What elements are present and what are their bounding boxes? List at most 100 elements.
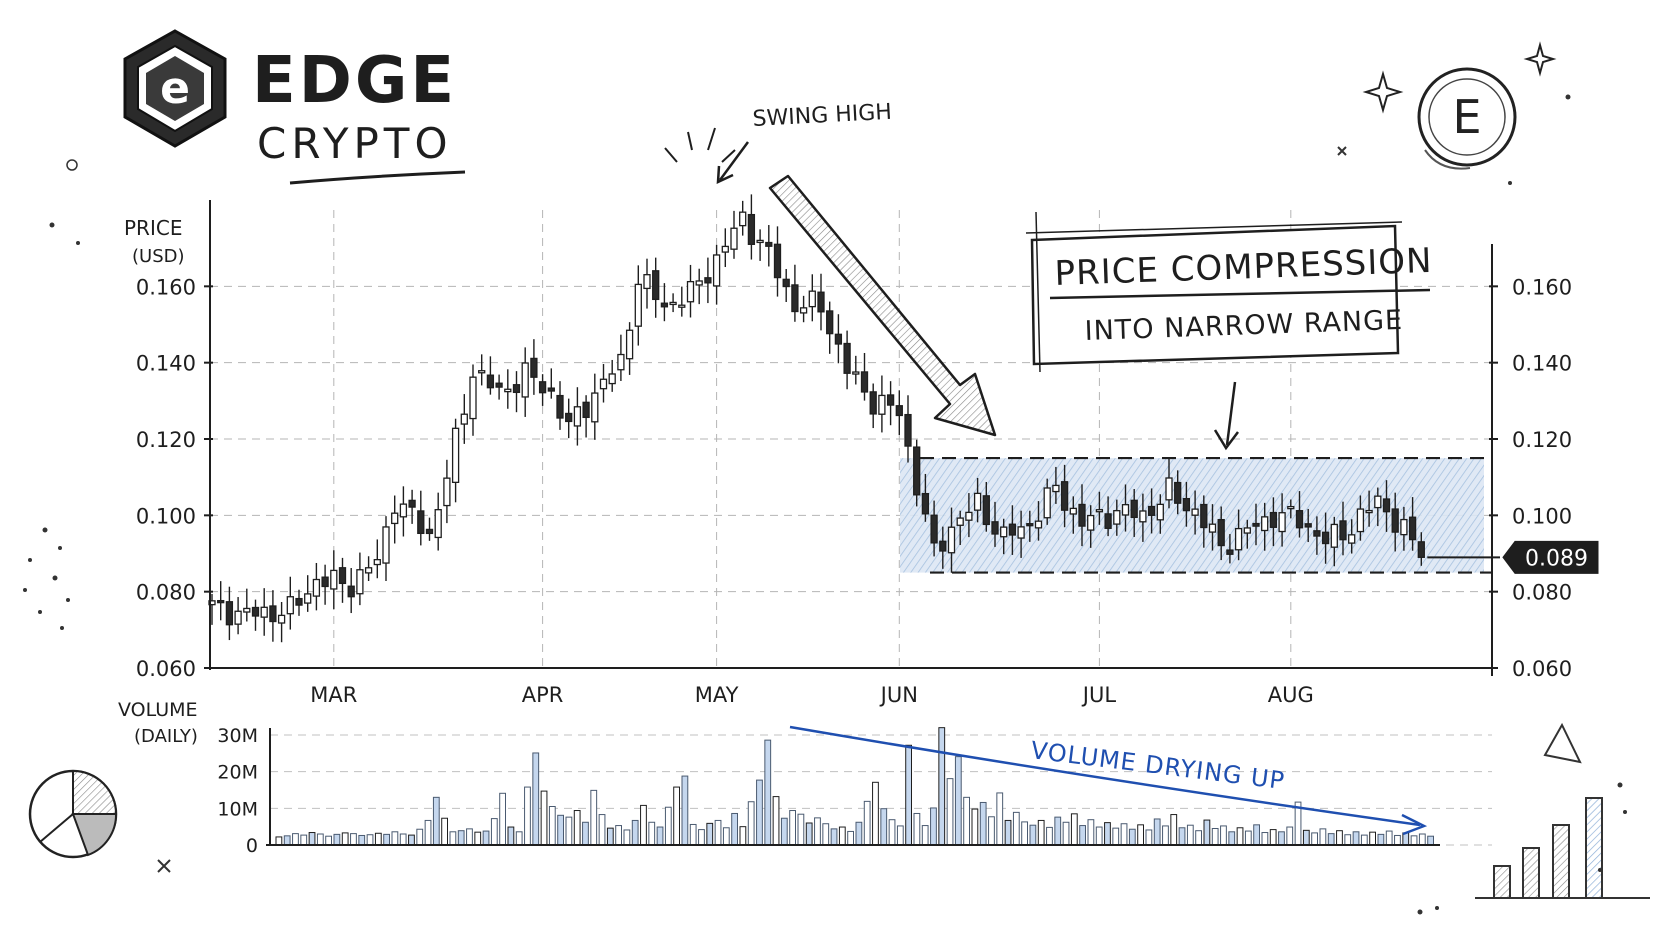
price-y-tick-right: 0.120 (1512, 428, 1572, 452)
triangle-doodle-icon (1543, 722, 1582, 764)
volume-bar (847, 830, 855, 846)
volume-bar (582, 821, 589, 846)
volume-bar (565, 816, 573, 846)
candle (826, 301, 834, 354)
candle (425, 517, 434, 541)
price-y-tick: 0.100 (136, 504, 196, 528)
volume-bar (631, 819, 639, 846)
volume-bar (1170, 814, 1178, 846)
volume-bar (1327, 833, 1335, 846)
candle (1156, 494, 1164, 534)
candle (251, 599, 260, 631)
volume-bar (640, 804, 647, 846)
candle (582, 395, 590, 438)
month-tick: APR (522, 683, 564, 707)
volume-bar (1178, 827, 1186, 846)
volume-bar (424, 819, 432, 846)
candle (982, 482, 990, 532)
candle (347, 567, 355, 614)
volume-bar (872, 781, 879, 846)
candle (756, 229, 764, 261)
volume-bar (557, 814, 565, 846)
candle (1295, 491, 1304, 538)
candle (652, 257, 660, 318)
candle (408, 489, 416, 524)
volume-bar (1004, 819, 1012, 846)
volume-bar (946, 778, 954, 846)
candle (1382, 480, 1391, 532)
candle (591, 373, 599, 440)
volume-bar (880, 808, 888, 846)
volume-bar (391, 831, 399, 846)
candle (364, 556, 373, 582)
candle (451, 418, 460, 503)
volume-bar (1211, 828, 1219, 846)
bar-chart-doodle-icon (1475, 797, 1650, 899)
volume-bar (532, 752, 540, 846)
candle (1147, 488, 1156, 534)
volume-bar (524, 786, 531, 846)
candle (930, 500, 938, 557)
candle (1348, 519, 1356, 554)
volume-bar (275, 836, 283, 846)
volume-bar (1054, 816, 1062, 846)
volume-bar (1253, 824, 1260, 846)
volume-bar (1269, 829, 1277, 846)
volume-bar (1162, 825, 1169, 846)
candle (1365, 490, 1373, 527)
candle (686, 264, 695, 318)
candle (373, 539, 381, 579)
volume-bar (963, 796, 971, 846)
candle (443, 459, 451, 524)
price-y-tick: 0.140 (136, 352, 196, 376)
volume-y-tick: 0 (246, 835, 258, 857)
candle (843, 330, 851, 390)
candle (765, 225, 773, 267)
price-y-tick: 0.160 (136, 275, 196, 299)
volume-bar (1145, 829, 1153, 846)
candle (399, 486, 408, 537)
candle (1269, 497, 1278, 547)
volume-bar (449, 831, 457, 846)
volume-bar-series (275, 727, 1434, 846)
candle (1356, 495, 1365, 541)
volume-bar (1029, 824, 1037, 846)
volume-bar (399, 833, 407, 846)
candle (791, 264, 799, 322)
candle (1113, 499, 1121, 536)
volume-bar (341, 832, 349, 846)
volume-bar (1128, 828, 1136, 846)
candle (469, 364, 477, 436)
candle (1139, 493, 1147, 542)
volume-bar (996, 792, 1004, 846)
price-y-tick: 0.120 (136, 428, 196, 452)
candle (747, 194, 756, 260)
candle (1043, 478, 1051, 525)
volume-bar (988, 816, 995, 846)
candle (1374, 487, 1382, 527)
volume-bar (540, 790, 548, 846)
month-tick: MAY (695, 683, 739, 707)
volume-bar (930, 807, 937, 846)
volume-bar (1186, 824, 1194, 846)
volume-bar (1021, 821, 1029, 846)
volume-bar (606, 827, 614, 846)
volume-bar (408, 834, 415, 846)
volume-bar (797, 813, 805, 846)
volume-bar (350, 833, 357, 846)
candle (321, 564, 329, 605)
candle (1174, 470, 1182, 515)
candle (712, 244, 721, 305)
candle (1008, 505, 1017, 555)
volume-bar (1228, 831, 1236, 846)
candle (573, 387, 582, 446)
candle (678, 286, 686, 317)
candle (939, 526, 947, 569)
volume-bar (1336, 830, 1343, 846)
candle (434, 492, 442, 551)
volume-bar (1261, 832, 1269, 846)
candle (1026, 510, 1034, 542)
volume-bar (1137, 824, 1144, 846)
volume-bar (698, 829, 705, 846)
